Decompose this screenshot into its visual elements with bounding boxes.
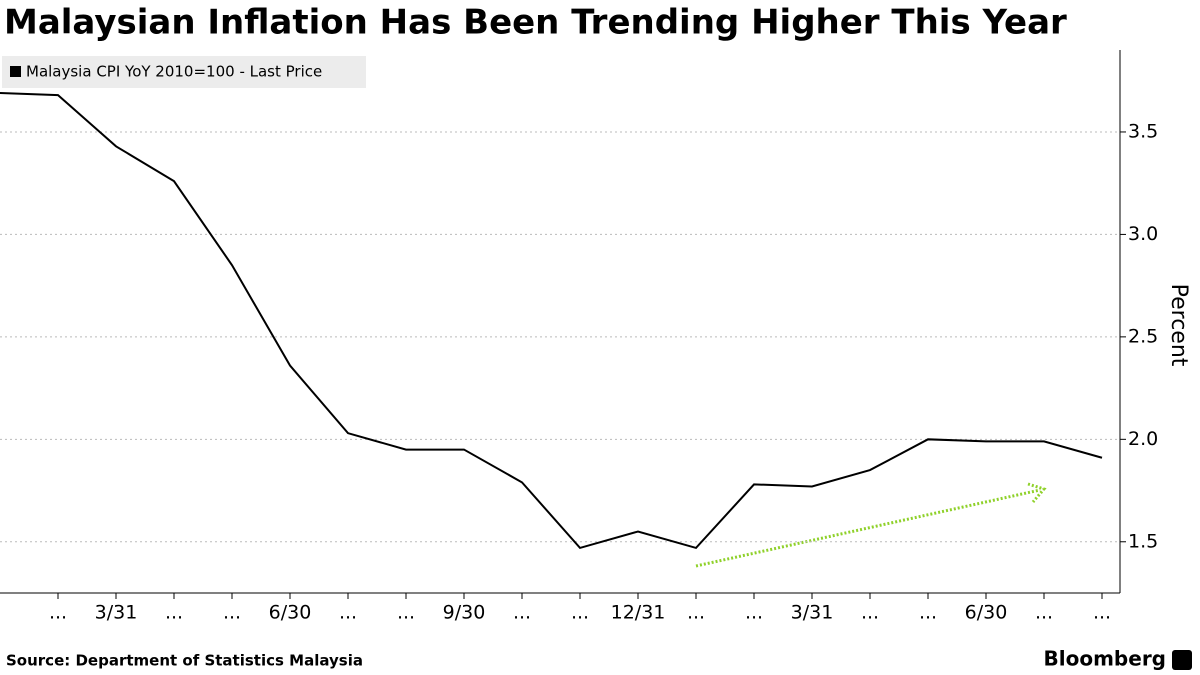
x-tick-label: 6/30 xyxy=(269,602,312,624)
x-tick-label: ... xyxy=(339,602,357,624)
legend-label: Malaysia CPI YoY 2010=100 - Last Price xyxy=(26,63,322,81)
x-tick-label: ... xyxy=(165,602,183,624)
x-tick-label: ... xyxy=(745,602,763,624)
y-tick-label: 2.5 xyxy=(1128,325,1158,347)
x-tick-label: ... xyxy=(513,602,531,624)
x-tick-label: 9/30 xyxy=(443,602,486,624)
x-tick-label: 3/31 xyxy=(95,602,138,624)
trend-arrow xyxy=(695,488,1041,568)
trend-arrow-head xyxy=(1027,482,1047,503)
x-tick-label: ... xyxy=(861,602,879,624)
y-tick-label: 3.5 xyxy=(1128,120,1158,142)
y-tick-label: 1.5 xyxy=(1128,530,1158,552)
source: Source: Department of Statistics Malaysi… xyxy=(6,652,363,670)
series-line xyxy=(0,92,1103,550)
y-axis-label: Percent xyxy=(1166,284,1191,367)
y-tick-label: 3.0 xyxy=(1128,223,1158,245)
x-tick-label: 6/30 xyxy=(965,602,1008,624)
x-tick-label: ... xyxy=(919,602,937,624)
x-tick-label: ... xyxy=(49,602,67,624)
x-tick-label: ... xyxy=(223,602,241,624)
x-tick-label: ... xyxy=(397,602,415,624)
brand: Bloomberg xyxy=(1044,647,1166,671)
y-tick-label: 2.0 xyxy=(1128,428,1158,450)
x-tick-label: ... xyxy=(1093,602,1111,624)
x-tick-label: 12/31 xyxy=(611,602,666,624)
x-tick-label: 3/31 xyxy=(791,602,834,624)
legend-swatch xyxy=(10,66,21,77)
x-tick-label: ... xyxy=(687,602,705,624)
x-tick-label: ... xyxy=(1035,602,1053,624)
brand-icon xyxy=(1172,650,1192,670)
x-tick-label: ... xyxy=(571,602,589,624)
chart-title: Malaysian Inflation Has Been Trending Hi… xyxy=(4,3,1067,43)
legend-box xyxy=(2,56,366,88)
